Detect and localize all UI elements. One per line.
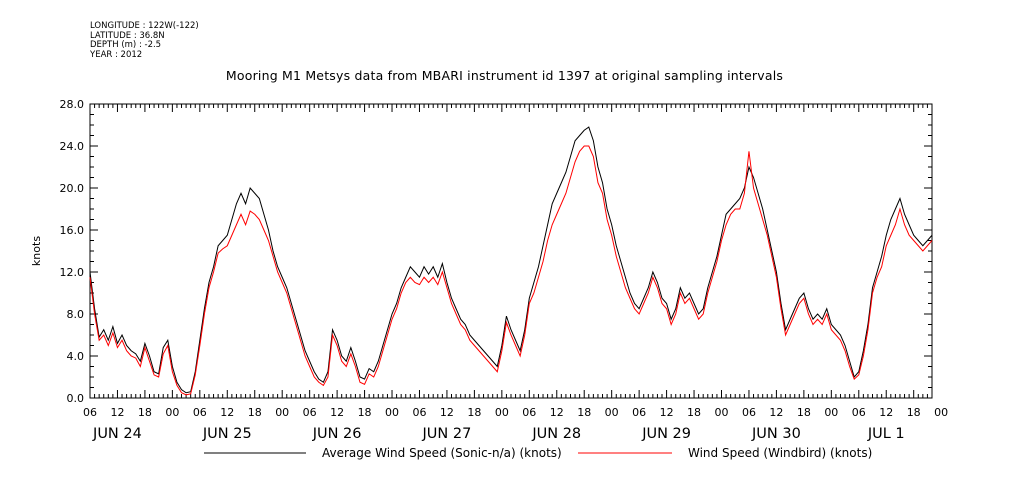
x-tick-label: 12 xyxy=(330,406,344,419)
x-day-label: JUN 24 xyxy=(92,426,142,442)
x-tick-label: 00 xyxy=(275,406,289,419)
y-tick-label: 20.0 xyxy=(60,182,85,195)
x-tick-label: 06 xyxy=(83,406,97,419)
x-tick-label: 18 xyxy=(797,406,811,419)
x-tick-label: 12 xyxy=(440,406,454,419)
x-tick-label: 00 xyxy=(824,406,838,419)
x-tick-label: 12 xyxy=(110,406,124,419)
x-tick-labels: 06 12 18 00 06 12 18 00 06 12 18 00 06 12 18 00 06 12 18 00… xyxy=(83,406,948,442)
x-tick-label: 18 xyxy=(687,406,701,419)
x-tick-label: 12 xyxy=(220,406,234,419)
latitude-text: LATITUDE : 36.8N xyxy=(90,30,165,41)
x-tick-label: 12 xyxy=(550,406,564,419)
x-day-label: JUN 28 xyxy=(531,426,581,442)
legend-label-windbird: Wind Speed (Windbird) (knots) xyxy=(688,446,873,460)
x-tick-label: 00 xyxy=(495,406,509,419)
x-day-label: JUN 27 xyxy=(422,426,472,442)
x-tick-label: 18 xyxy=(907,406,921,419)
mooring-metadata: LONGITUDE : 122W(-122) LATITUDE : 36.8N … xyxy=(90,21,199,60)
x-tick-label: 00 xyxy=(934,406,948,419)
x-tick-label: 12 xyxy=(769,406,783,419)
x-tick-label: 06 xyxy=(193,406,207,419)
x-tick-label: 18 xyxy=(358,406,372,419)
x-tick-label: 06 xyxy=(522,406,536,419)
longitude-text: LONGITUDE : 122W(-122) xyxy=(90,21,199,31)
x-tick-label: 06 xyxy=(412,406,426,419)
y-tick-label: 12.0 xyxy=(60,266,85,279)
y-tick-labels: 0.0 4.0 8.0 12.0 16.0 20.0 24.0 28.0 xyxy=(60,98,85,405)
x-tick-label: 00 xyxy=(715,406,729,419)
x-tick-label: 00 xyxy=(385,406,399,419)
chart-axes xyxy=(89,103,933,399)
x-tick-label: 00 xyxy=(605,406,619,419)
y-tick-label: 0.0 xyxy=(67,392,85,405)
x-day-label: JUN 26 xyxy=(312,426,362,442)
y-tick-label: 8.0 xyxy=(67,308,85,321)
y-tick-label: 28.0 xyxy=(60,98,85,111)
legend-label-sonic: Average Wind Speed (Sonic-n/a) (knots) xyxy=(322,446,562,460)
year-text: YEAR : 2012 xyxy=(90,49,143,60)
depth-text: DEPTH (m) : -2.5 xyxy=(90,40,162,50)
x-day-label: JUN 30 xyxy=(751,426,801,442)
plot-frame xyxy=(89,103,933,399)
x-day-label: JUN 29 xyxy=(641,426,691,442)
x-tick-label: 06 xyxy=(852,406,866,419)
series-line-windbird xyxy=(89,145,933,396)
y-axis-label: knots xyxy=(30,236,43,266)
x-tick-label: 06 xyxy=(632,406,646,419)
x-tick-label: 18 xyxy=(467,406,481,419)
x-tick-label: 18 xyxy=(577,406,591,419)
x-tick-label: 06 xyxy=(303,406,317,419)
x-tick-label: 06 xyxy=(742,406,756,419)
x-tick-label: 00 xyxy=(165,406,179,419)
y-tick-label: 16.0 xyxy=(60,224,85,237)
y-tick-label: 4.0 xyxy=(67,350,85,363)
x-day-label: JUN 25 xyxy=(202,426,252,442)
x-tick-label: 18 xyxy=(138,406,152,419)
chart-series xyxy=(89,126,933,396)
chart-title: Mooring M1 Metsys data from MBARI instru… xyxy=(225,68,784,83)
x-day-label: JUL 1 xyxy=(867,426,905,442)
series-line-sonic xyxy=(89,126,933,394)
x-tick-label: 18 xyxy=(248,406,262,419)
x-tick-label: 12 xyxy=(660,406,674,419)
x-tick-label: 12 xyxy=(879,406,893,419)
y-tick-label: 24.0 xyxy=(60,140,85,153)
